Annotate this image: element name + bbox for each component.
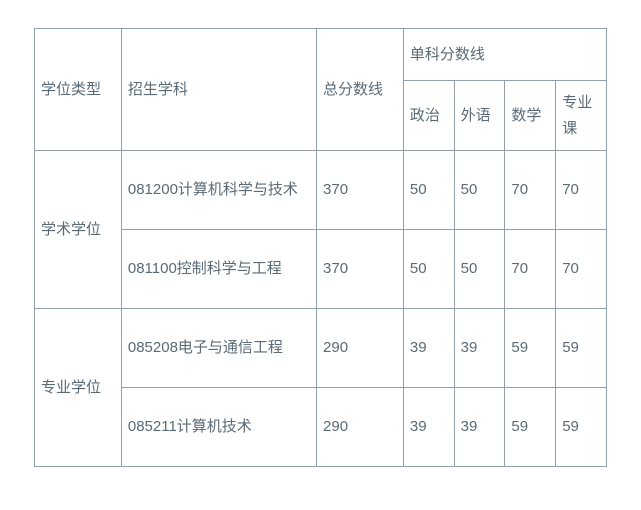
cell-total: 290: [317, 388, 404, 467]
table-container: 学位类型 招生学科 总分数线 单科分数线 政治 外语 数学 专业课 学术学位 0…: [0, 0, 641, 495]
header-major: 专业课: [556, 81, 607, 151]
score-table: 学位类型 招生学科 总分数线 单科分数线 政治 外语 数学 专业课 学术学位 0…: [34, 28, 607, 467]
header-foreign: 外语: [454, 81, 505, 151]
cell-total: 290: [317, 309, 404, 388]
cell-major: 70: [556, 151, 607, 230]
header-politics: 政治: [403, 81, 454, 151]
cell-math: 70: [505, 151, 556, 230]
table-row: 专业学位 085208电子与通信工程 290 39 39 59 59: [35, 309, 607, 388]
cell-foreign: 50: [454, 230, 505, 309]
cell-politics: 39: [403, 388, 454, 467]
cell-total: 370: [317, 151, 404, 230]
cell-discipline: 085211计算机技术: [121, 388, 316, 467]
header-total-score: 总分数线: [317, 29, 404, 151]
cell-politics: 50: [403, 230, 454, 309]
cell-discipline: 081100控制科学与工程: [121, 230, 316, 309]
header-subject-scores: 单科分数线: [403, 29, 606, 81]
table-row: 学术学位 081200计算机科学与技术 370 50 50 70 70: [35, 151, 607, 230]
header-discipline: 招生学科: [121, 29, 316, 151]
cell-math: 70: [505, 230, 556, 309]
cell-major: 59: [556, 309, 607, 388]
header-math: 数学: [505, 81, 556, 151]
cell-foreign: 39: [454, 388, 505, 467]
cell-major: 70: [556, 230, 607, 309]
cell-total: 370: [317, 230, 404, 309]
cell-politics: 50: [403, 151, 454, 230]
cell-politics: 39: [403, 309, 454, 388]
cell-math: 59: [505, 388, 556, 467]
cell-discipline: 081200计算机科学与技术: [121, 151, 316, 230]
cell-degree-type: 专业学位: [35, 309, 122, 467]
cell-major: 59: [556, 388, 607, 467]
cell-discipline: 085208电子与通信工程: [121, 309, 316, 388]
header-row-1: 学位类型 招生学科 总分数线 单科分数线: [35, 29, 607, 81]
cell-foreign: 39: [454, 309, 505, 388]
cell-foreign: 50: [454, 151, 505, 230]
header-degree-type: 学位类型: [35, 29, 122, 151]
cell-math: 59: [505, 309, 556, 388]
cell-degree-type: 学术学位: [35, 151, 122, 309]
